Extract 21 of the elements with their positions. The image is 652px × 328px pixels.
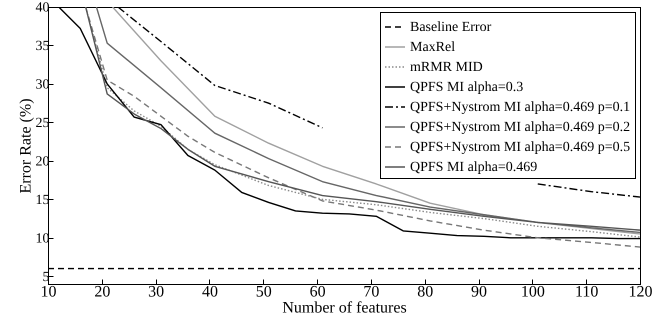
legend-label: QPFS MI alpha=0.3 xyxy=(410,80,524,95)
legend-label: QPFS+Nystrom MI alpha=0.469 p=0.5 xyxy=(410,140,630,155)
x-tick-label: 90 xyxy=(471,284,488,300)
x-tick-label: 120 xyxy=(628,284,652,300)
x-axis-title: Number of features xyxy=(282,300,407,316)
x-tick-label: 50 xyxy=(256,284,272,300)
legend-label: Baseline Error xyxy=(410,20,492,35)
x-tick-label: 70 xyxy=(363,284,380,300)
legend-label: mRMR MID xyxy=(410,60,483,75)
legend-label: QPFS MI alpha=0.469 xyxy=(410,160,538,175)
legend-label: MaxRel xyxy=(410,40,456,55)
x-tick-label: 60 xyxy=(310,284,326,300)
legend-label: QPFS+Nystrom MI alpha=0.469 p=0.1 xyxy=(410,100,630,115)
x-tick-label: 80 xyxy=(417,284,434,300)
x-tick-label: 30 xyxy=(148,284,164,300)
x-tick-label: 100 xyxy=(520,284,545,300)
x-tick-label: 110 xyxy=(574,284,598,300)
x-tick-label: 20 xyxy=(94,284,110,300)
legend-label: QPFS+Nystrom MI alpha=0.469 p=0.2 xyxy=(410,120,630,135)
x-tick-label: 40 xyxy=(202,284,218,300)
y-axis-title: Error Rate (%) xyxy=(18,98,34,194)
